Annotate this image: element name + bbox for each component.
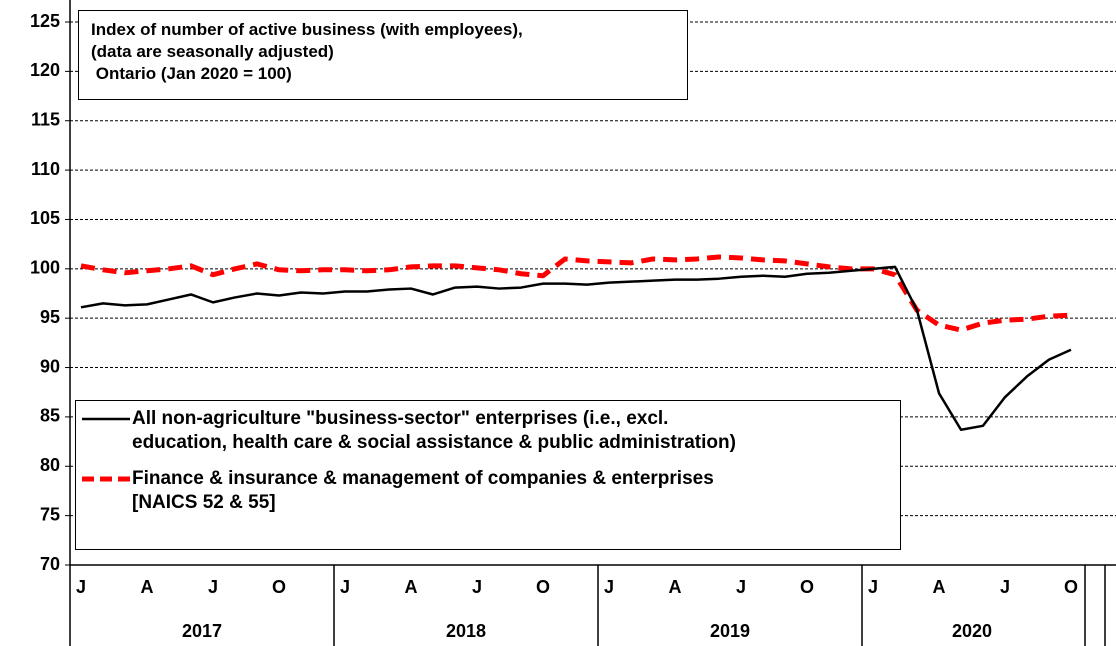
x-tick-label: O — [536, 577, 550, 597]
y-tick-label: 90 — [40, 356, 60, 376]
y-tick-label: 125 — [30, 11, 60, 31]
x-tick-label: A — [933, 577, 946, 597]
chart-title: Index of number of active business (with… — [78, 10, 688, 100]
y-tick-label: 110 — [31, 159, 60, 179]
y-tick-label: 80 — [40, 455, 60, 475]
x-tick-label: J — [868, 577, 878, 597]
legend-entry: All non-agriculture "business-sector" en… — [80, 407, 896, 455]
y-tick-label: 105 — [30, 208, 60, 228]
y-tick-label: 95 — [40, 307, 60, 327]
x-tick-label: J — [1000, 577, 1010, 597]
x-tick-label: J — [340, 577, 350, 597]
year-label: 2019 — [710, 621, 750, 641]
x-tick-label: A — [669, 577, 682, 597]
x-tick-label: O — [272, 577, 286, 597]
x-tick-label: J — [208, 577, 218, 597]
x-tick-label: O — [1064, 577, 1078, 597]
legend-label: All non-agriculture "business-sector" en… — [132, 408, 736, 453]
legend: All non-agriculture "business-sector" en… — [75, 400, 901, 550]
y-tick-label: 120 — [30, 60, 60, 80]
series-line — [80, 254, 1072, 333]
legend-swatch — [82, 417, 130, 421]
x-tick-label: O — [800, 577, 814, 597]
year-label: 2018 — [446, 621, 486, 641]
x-tick-label: J — [604, 577, 614, 597]
legend-swatch — [82, 476, 130, 482]
y-tick-label: 70 — [40, 554, 60, 574]
x-tick-label: J — [76, 577, 86, 597]
year-label: 2020 — [952, 621, 992, 641]
x-tick-label: A — [405, 577, 418, 597]
x-tick-label: A — [141, 577, 154, 597]
legend-entry: Finance & insurance & management of comp… — [80, 467, 896, 515]
y-tick-label: 100 — [30, 258, 60, 278]
year-label: 2017 — [182, 621, 222, 641]
y-tick-label: 85 — [40, 406, 60, 426]
x-tick-label: J — [736, 577, 746, 597]
y-tick-label: 75 — [40, 504, 60, 524]
x-tick-label: J — [472, 577, 482, 597]
legend-label: Finance & insurance & management of comp… — [132, 468, 714, 513]
series-line — [80, 265, 1072, 431]
y-tick-label: 115 — [31, 109, 60, 129]
